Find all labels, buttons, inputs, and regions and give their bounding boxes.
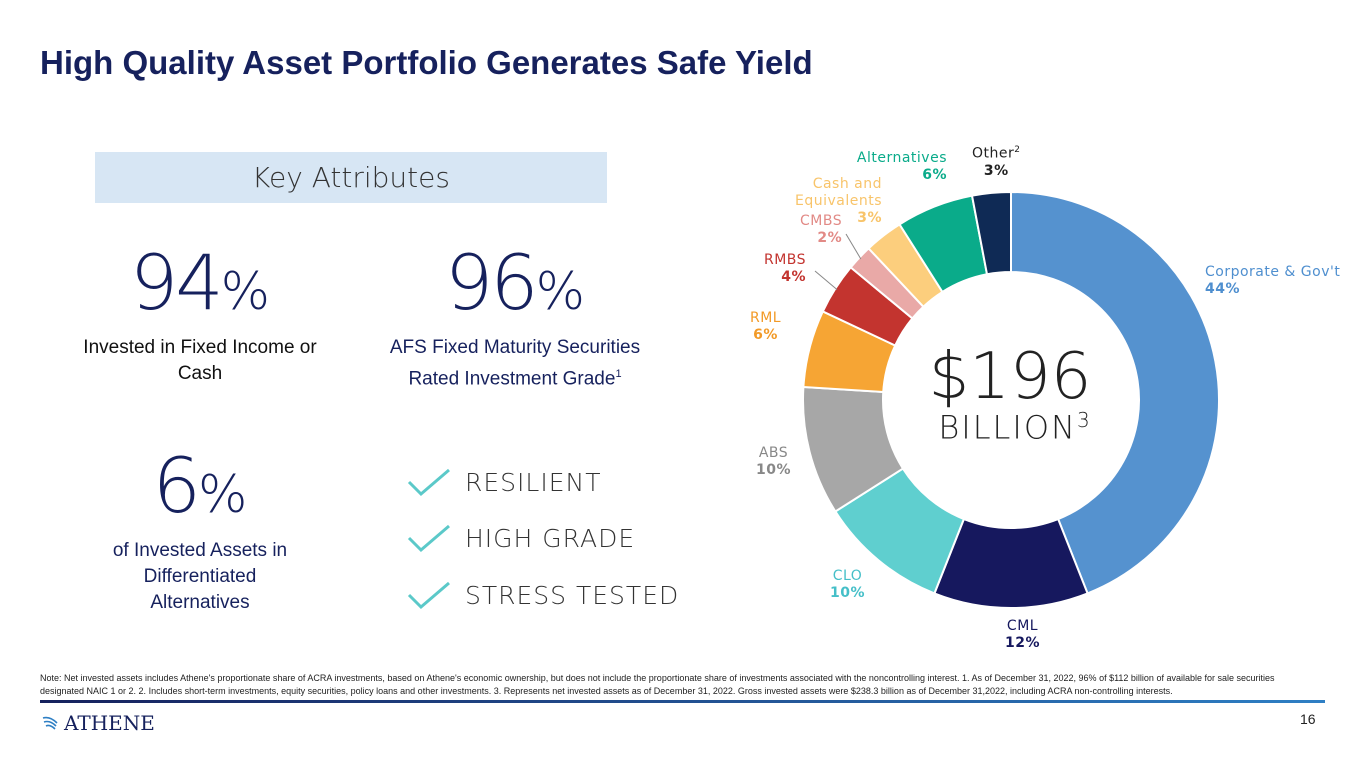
- check-item-high-grade: HIGH GRADE: [405, 522, 635, 554]
- footnote-text: Note: Net invested assets includes Athen…: [40, 673, 1275, 696]
- athene-logo: ATHENE: [42, 711, 155, 735]
- page-title: High Quality Asset Portfolio Generates S…: [40, 44, 813, 81]
- donut-center-unit: BILLION3: [938, 408, 1092, 447]
- slice-label-rml: RML 6%: [750, 310, 782, 343]
- donut-slice-corporate-gov-t: [1010, 190, 1220, 595]
- stat-description: of Invested Assets in Differentiated Alt…: [112, 540, 288, 613]
- stat-value: 94%: [129, 238, 271, 327]
- slice-label-corporate: Corporate & Gov't 44%: [1205, 264, 1341, 297]
- slice-label-cml: CML 12%: [1005, 618, 1041, 651]
- leader-line: [814, 270, 838, 291]
- slice-label-other: Other2 3%: [972, 145, 1021, 179]
- check-item-stress-tested: STRESS TESTED: [405, 579, 679, 611]
- footer-divider: [40, 700, 1325, 703]
- stat-value: 96%: [444, 238, 586, 327]
- stat-description: AFS Fixed Maturity Securities Rated Inve…: [389, 337, 641, 390]
- key-attributes-heading: Key Attributes: [95, 152, 607, 203]
- slice-label-cmbs: CMBS 2%: [800, 213, 843, 246]
- checkmark-icon: [407, 581, 450, 610]
- slice-label-alternatives: Alternatives 6%: [856, 150, 947, 183]
- page-number: 16: [1300, 711, 1316, 727]
- slice-label-clo: CLO 10%: [830, 568, 866, 601]
- stat-alternatives: 6% of Invested Assets in Differentiated …: [60, 448, 340, 616]
- donut-center-value: $196: [928, 340, 1092, 414]
- stat-fixed-income: 94% Invested in Fixed Income or Cash: [60, 245, 340, 387]
- slice-label-rmbs: RMBS 4%: [764, 252, 807, 285]
- donut-slice-other: [970, 190, 1012, 276]
- athene-wing-icon: [42, 716, 58, 730]
- checkmark-icon: [407, 468, 450, 497]
- checkmark-icon: [407, 524, 450, 553]
- check-item-resilient: RESILIENT: [405, 466, 601, 498]
- slice-label-abs: ABS 10%: [756, 445, 792, 478]
- stat-value: 6%: [152, 441, 248, 530]
- slice-label-cash: Cash and Equivalents 3%: [794, 176, 882, 226]
- stat-description: Invested in Fixed Income or Cash: [83, 337, 317, 384]
- stat-investment-grade: 96% AFS Fixed Maturity Securities Rated …: [370, 245, 660, 392]
- leader-line: [845, 233, 862, 260]
